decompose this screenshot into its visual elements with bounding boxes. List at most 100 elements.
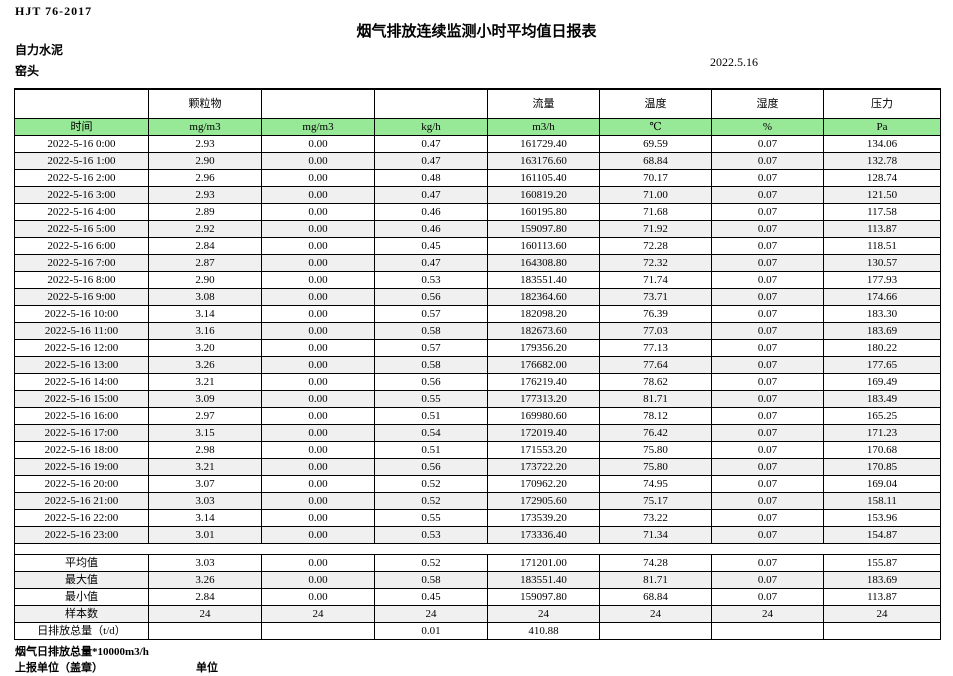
row-label-cell: 2022-5-16 18:00 <box>14 441 149 459</box>
value-cell: 0.07 <box>711 169 824 187</box>
value-cell: 163176.60 <box>487 152 600 170</box>
value-cell: 117.58 <box>823 203 941 221</box>
value-cell: 0.47 <box>374 152 488 170</box>
value-cell: 0.00 <box>261 492 375 510</box>
value-cell: 0.45 <box>374 237 488 255</box>
value-cell: 81.71 <box>599 390 712 408</box>
hour-data-row: 2022-5-16 11:00 3.16 0.00 0.58 182673.60 77.0… <box>14 322 941 340</box>
total-emission-note: 烟气日排放总量*10000m3/h <box>15 646 149 658</box>
value-cell: 0.56 <box>374 373 488 391</box>
value-cell: 2.87 <box>148 254 262 272</box>
hour-data-row: 2022-5-16 20:00 3.07 0.00 0.52 170962.20 74.9… <box>14 475 941 493</box>
group-header-cell: 湿度 <box>711 88 824 119</box>
value-cell: 0.07 <box>711 458 824 476</box>
group-header-cell: 颗粒物 <box>148 88 262 119</box>
value-cell: 2.96 <box>148 169 262 187</box>
page-title: 烟气排放连续监测小时平均值日报表 <box>356 24 597 40</box>
row-label-cell: 2022-5-16 8:00 <box>14 271 149 289</box>
unit-header-cell: kg/h <box>374 118 488 136</box>
value-cell: 73.71 <box>599 288 712 306</box>
value-cell: 183.69 <box>823 571 941 589</box>
table-unit-header-row: 时间 mg/m3 mg/m3 kg/h m3/h ℃ % Pa <box>14 118 941 136</box>
value-cell: 3.16 <box>148 322 262 340</box>
value-cell: 169980.60 <box>487 407 600 425</box>
value-cell: 0.07 <box>711 571 824 589</box>
hour-data-row: 2022-5-16 14:00 3.21 0.00 0.56 176219.40 78.6… <box>14 373 941 391</box>
value-cell: 24 <box>823 605 941 623</box>
value-cell: 0.07 <box>711 152 824 170</box>
hour-data-row: 2022-5-16 3:00 2.93 0.00 0.47 160819.20 71.00… <box>14 186 941 204</box>
row-label-cell: 2022-5-16 16:00 <box>14 407 149 425</box>
row-label-cell: 2022-5-16 4:00 <box>14 203 149 221</box>
company-name: 自力水泥 <box>15 43 64 57</box>
summary-row: 日排放总量（t/d） 0.01 410.88 <box>14 622 941 640</box>
hour-data-row: 2022-5-16 23:00 3.01 0.00 0.53 173336.40 71.3… <box>14 526 941 544</box>
row-label-cell: 2022-5-16 0:00 <box>14 135 149 153</box>
value-cell: 0.07 <box>711 424 824 442</box>
unit-header-cell: ℃ <box>599 118 712 136</box>
value-cell: 3.20 <box>148 339 262 357</box>
value-cell: 170.85 <box>823 458 941 476</box>
value-cell: 0.57 <box>374 305 488 323</box>
row-label-cell: 2022-5-16 9:00 <box>14 288 149 306</box>
value-cell: 74.95 <box>599 475 712 493</box>
value-cell: 0.53 <box>374 526 488 544</box>
value-cell: 165.25 <box>823 407 941 425</box>
value-cell: 0.07 <box>711 475 824 493</box>
value-cell: 3.07 <box>148 475 262 493</box>
value-cell: 2.89 <box>148 203 262 221</box>
value-cell: 71.68 <box>599 203 712 221</box>
value-cell: 183.49 <box>823 390 941 408</box>
value-cell: 0.00 <box>261 152 375 170</box>
value-cell: 0.00 <box>261 509 375 527</box>
value-cell: 121.50 <box>823 186 941 204</box>
row-label-cell: 2022-5-16 3:00 <box>14 186 149 204</box>
value-cell: 2.97 <box>148 407 262 425</box>
value-cell: 0.07 <box>711 186 824 204</box>
value-cell: 0.51 <box>374 407 488 425</box>
value-cell: 159097.80 <box>487 220 600 238</box>
value-cell: 69.59 <box>599 135 712 153</box>
value-cell: 0.00 <box>261 356 375 374</box>
value-cell: 169.49 <box>823 373 941 391</box>
value-cell: 0.07 <box>711 492 824 510</box>
value-cell: 173336.40 <box>487 526 600 544</box>
value-cell: 0.07 <box>711 588 824 606</box>
report-date: 2022.5.16 <box>710 55 758 69</box>
monitoring-table: 颗粒物 流量 温度 湿度 压力 时间 mg/m3 mg/m3 kg/h m3/h… <box>14 88 941 640</box>
value-cell: 0.00 <box>261 554 375 572</box>
value-cell: 24 <box>487 605 600 623</box>
value-cell: 0.58 <box>374 571 488 589</box>
value-cell <box>823 622 941 640</box>
hour-data-row: 2022-5-16 4:00 2.89 0.00 0.46 160195.80 71.68… <box>14 203 941 221</box>
value-cell: 3.09 <box>148 390 262 408</box>
value-cell: 77.13 <box>599 339 712 357</box>
value-cell: 0.07 <box>711 305 824 323</box>
value-cell: 0.00 <box>261 588 375 606</box>
value-cell: 0.07 <box>711 526 824 544</box>
value-cell: 3.03 <box>148 492 262 510</box>
value-cell: 180.22 <box>823 339 941 357</box>
value-cell: 173539.20 <box>487 509 600 527</box>
value-cell: 3.26 <box>148 356 262 374</box>
value-cell: 0.53 <box>374 271 488 289</box>
value-cell: 70.17 <box>599 169 712 187</box>
report-unit-label: 上报单位（盖章） <box>15 662 103 674</box>
value-cell: 0.00 <box>261 424 375 442</box>
value-cell: 3.15 <box>148 424 262 442</box>
value-cell: 0.07 <box>711 203 824 221</box>
value-cell: 0.52 <box>374 475 488 493</box>
row-label-cell: 2022-5-16 23:00 <box>14 526 149 544</box>
value-cell: 75.17 <box>599 492 712 510</box>
table-group-header-row: 颗粒物 流量 温度 湿度 压力 <box>14 88 941 119</box>
group-header-cell <box>374 88 488 119</box>
value-cell: 74.28 <box>599 554 712 572</box>
value-cell: 73.22 <box>599 509 712 527</box>
value-cell: 0.47 <box>374 254 488 272</box>
value-cell: 0.01 <box>374 622 488 640</box>
value-cell: 2.98 <box>148 441 262 459</box>
value-cell: 0.00 <box>261 407 375 425</box>
row-label-cell: 样本数 <box>14 605 149 623</box>
value-cell: 0.07 <box>711 237 824 255</box>
hour-data-row: 2022-5-16 0:00 2.93 0.00 0.47 161729.40 69.59… <box>14 135 941 153</box>
